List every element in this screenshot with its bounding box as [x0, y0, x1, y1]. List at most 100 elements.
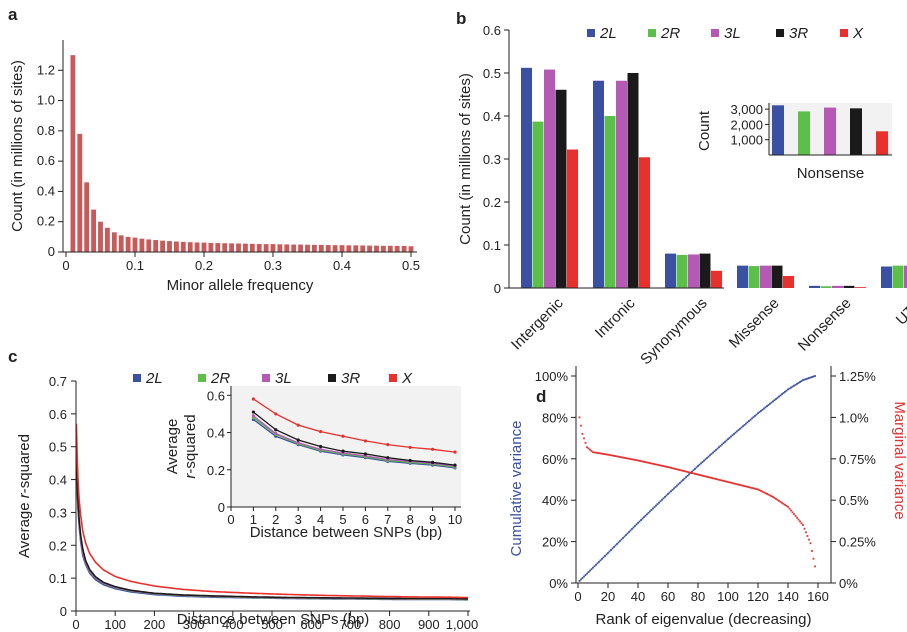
- cumulative-variance-point: [734, 431, 737, 434]
- cumulative-variance-point: [658, 501, 660, 504]
- inset-x-tick-label: 9: [429, 512, 436, 527]
- cumulative-variance-point: [608, 550, 611, 553]
- histogram-bar: [125, 236, 131, 252]
- x-tick-label: 800: [379, 617, 401, 632]
- cumulative-variance-point: [700, 462, 702, 465]
- marginal-variance-point: [703, 475, 705, 477]
- histogram-bar: [104, 227, 110, 252]
- inset-point-X: [341, 434, 345, 438]
- marginal-variance-point: [632, 458, 635, 461]
- cumulative-variance-point: [715, 448, 717, 451]
- panel-letter-a: a: [8, 5, 18, 24]
- cumulative-variance-point: [673, 487, 675, 490]
- legend-label-3L: 3L: [275, 370, 292, 387]
- legend-swatch-3R: [328, 374, 336, 382]
- marginal-variance-point: [709, 476, 711, 479]
- cumulative-variance-point: [721, 443, 723, 446]
- y-tick-label: 1.2: [37, 62, 55, 77]
- cumulative-variance-point: [659, 500, 662, 503]
- cumulative-variance-point: [772, 400, 774, 403]
- marginal-variance-point: [713, 477, 716, 480]
- histogram-bar: [387, 245, 393, 252]
- y-tick-label: 0.7: [49, 374, 67, 389]
- histogram-bar: [222, 243, 228, 252]
- cumulative-variance-point: [661, 498, 663, 501]
- marginal-variance-point: [743, 485, 746, 487]
- histogram-bar: [229, 243, 235, 252]
- marginal-variance-point: [736, 483, 738, 486]
- panel-letter-d: d: [536, 387, 546, 406]
- cumulative-variance-point: [712, 451, 714, 454]
- histogram-bar: [201, 242, 207, 252]
- x-tick-label: 0.5: [402, 258, 420, 273]
- marginal-variance-point: [607, 453, 609, 456]
- marginal-variance-point: [733, 482, 735, 485]
- histogram-bar: [346, 245, 352, 252]
- bar-2L: [809, 285, 820, 288]
- y-tick-label: 0.2: [483, 195, 501, 210]
- left-y-tick-label: 100%: [535, 369, 569, 384]
- cumulative-variance-point: [688, 473, 690, 476]
- y-tick-label: 0.2: [49, 538, 67, 553]
- histogram-bar: [270, 244, 276, 252]
- x-axis-title: Minor allele frequency: [167, 277, 314, 294]
- marginal-variance-point: [776, 498, 779, 501]
- inset-x-tick-label: 2: [272, 512, 279, 527]
- marginal-variance-point: [805, 531, 807, 534]
- marginal-variance-point: [619, 456, 621, 458]
- legend-swatch-2L: [587, 29, 595, 37]
- right-y-tick-label: 1.25%: [839, 369, 876, 384]
- marginal-variance-point: [694, 472, 696, 475]
- inset-series-line-2R: [253, 417, 456, 468]
- inset-point-3R: [386, 456, 390, 460]
- bar-3L: [760, 265, 771, 288]
- marginal-variance-point: [617, 455, 620, 458]
- cumulative-variance-point: [782, 392, 785, 394]
- inset-y-axis-title: Count: [696, 110, 713, 151]
- bar-2R: [676, 254, 688, 288]
- cumulative-variance-point: [755, 413, 758, 416]
- bar-3L: [688, 254, 699, 288]
- histogram-bar: [332, 245, 338, 252]
- cumulative-variance-point: [751, 417, 753, 420]
- cumulative-variance-point: [698, 463, 701, 466]
- marginal-variance-point: [656, 463, 659, 466]
- y-tick-label: 0: [494, 281, 501, 296]
- marginal-variance-point: [631, 458, 633, 461]
- cumulative-variance-point: [746, 421, 749, 424]
- marginal-variance-point: [719, 479, 722, 482]
- x-tick-label: 500: [261, 617, 283, 632]
- x-tick-label: 400: [222, 617, 244, 632]
- marginal-variance-point: [580, 424, 582, 427]
- histogram-bar: [353, 245, 359, 252]
- bar-2R: [604, 116, 616, 288]
- right-y-axis-title: Marginal variance: [891, 401, 907, 519]
- panel-letter-c: c: [8, 347, 17, 366]
- marginal-variance-point: [634, 458, 636, 461]
- x-tick-label: 100: [104, 617, 126, 632]
- inset-y-tick-label: 0.4: [207, 426, 225, 441]
- cumulative-variance-point: [731, 434, 734, 437]
- cumulative-variance-point: [631, 528, 633, 530]
- marginal-variance-point: [788, 507, 791, 510]
- x-tick-label: 0: [62, 258, 69, 273]
- cumulative-variance-point: [776, 396, 779, 399]
- cumulative-variance-point: [803, 378, 806, 381]
- marginal-variance-point: [739, 484, 741, 486]
- legend-label-2R: 2R: [210, 370, 230, 387]
- marginal-variance-point: [628, 457, 630, 460]
- cumulative-variance-point: [650, 509, 653, 511]
- y-tick-label: 0.5: [49, 440, 67, 455]
- histogram-bar: [208, 242, 214, 252]
- cumulative-variance-point: [745, 422, 747, 425]
- inset-point-3L: [251, 414, 255, 418]
- bar-3R: [699, 253, 711, 288]
- legend-label-3R: 3R: [789, 25, 808, 42]
- histogram-bar: [77, 133, 83, 252]
- marginal-variance-point: [661, 464, 663, 467]
- marginal-variance-point: [715, 478, 717, 480]
- marginal-variance-point: [665, 465, 668, 468]
- marginal-variance-point: [664, 465, 666, 468]
- marginal-variance-point: [757, 488, 759, 491]
